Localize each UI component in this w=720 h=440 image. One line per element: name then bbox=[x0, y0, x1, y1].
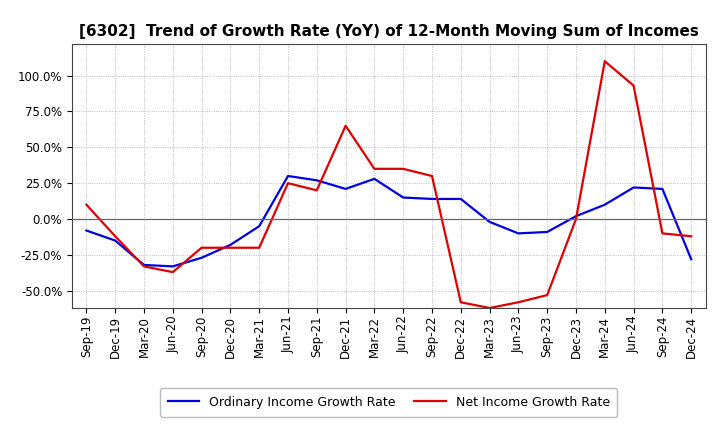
Line: Ordinary Income Growth Rate: Ordinary Income Growth Rate bbox=[86, 176, 691, 266]
Ordinary Income Growth Rate bbox=[197, 255, 206, 260]
Legend: Ordinary Income Growth Rate, Net Income Growth Rate: Ordinary Income Growth Rate, Net Income … bbox=[161, 388, 617, 417]
Net Income Growth Rate bbox=[658, 231, 667, 236]
Line: Net Income Growth Rate: Net Income Growth Rate bbox=[86, 61, 691, 308]
Ordinary Income Growth Rate bbox=[687, 257, 696, 262]
Net Income Growth Rate bbox=[370, 166, 379, 172]
Net Income Growth Rate bbox=[312, 188, 321, 193]
Net Income Growth Rate bbox=[226, 245, 235, 250]
Ordinary Income Growth Rate bbox=[456, 196, 465, 202]
Ordinary Income Growth Rate bbox=[312, 178, 321, 183]
Net Income Growth Rate bbox=[82, 202, 91, 207]
Ordinary Income Growth Rate bbox=[226, 242, 235, 248]
Net Income Growth Rate bbox=[197, 245, 206, 250]
Ordinary Income Growth Rate bbox=[428, 196, 436, 202]
Net Income Growth Rate bbox=[111, 234, 120, 239]
Net Income Growth Rate bbox=[600, 59, 609, 64]
Net Income Growth Rate bbox=[399, 166, 408, 172]
Ordinary Income Growth Rate bbox=[543, 229, 552, 235]
Net Income Growth Rate bbox=[687, 234, 696, 239]
Net Income Growth Rate bbox=[485, 305, 494, 311]
Net Income Growth Rate bbox=[572, 216, 580, 222]
Net Income Growth Rate bbox=[168, 269, 177, 275]
Net Income Growth Rate bbox=[514, 300, 523, 305]
Net Income Growth Rate bbox=[255, 245, 264, 250]
Ordinary Income Growth Rate bbox=[341, 186, 350, 191]
Net Income Growth Rate bbox=[543, 293, 552, 298]
Ordinary Income Growth Rate bbox=[629, 185, 638, 190]
Ordinary Income Growth Rate bbox=[600, 202, 609, 207]
Net Income Growth Rate bbox=[629, 83, 638, 88]
Ordinary Income Growth Rate bbox=[140, 262, 148, 268]
Ordinary Income Growth Rate bbox=[370, 176, 379, 182]
Net Income Growth Rate bbox=[428, 173, 436, 179]
Net Income Growth Rate bbox=[341, 123, 350, 128]
Ordinary Income Growth Rate bbox=[168, 264, 177, 269]
Ordinary Income Growth Rate bbox=[82, 228, 91, 233]
Ordinary Income Growth Rate bbox=[399, 195, 408, 200]
Ordinary Income Growth Rate bbox=[572, 213, 580, 219]
Ordinary Income Growth Rate bbox=[284, 173, 292, 179]
Net Income Growth Rate bbox=[456, 300, 465, 305]
Ordinary Income Growth Rate bbox=[485, 219, 494, 224]
Net Income Growth Rate bbox=[140, 264, 148, 269]
Ordinary Income Growth Rate bbox=[514, 231, 523, 236]
Ordinary Income Growth Rate bbox=[658, 186, 667, 191]
Net Income Growth Rate bbox=[284, 180, 292, 186]
Ordinary Income Growth Rate bbox=[255, 224, 264, 229]
Ordinary Income Growth Rate bbox=[111, 238, 120, 243]
Title: [6302]  Trend of Growth Rate (YoY) of 12-Month Moving Sum of Incomes: [6302] Trend of Growth Rate (YoY) of 12-… bbox=[79, 24, 698, 39]
